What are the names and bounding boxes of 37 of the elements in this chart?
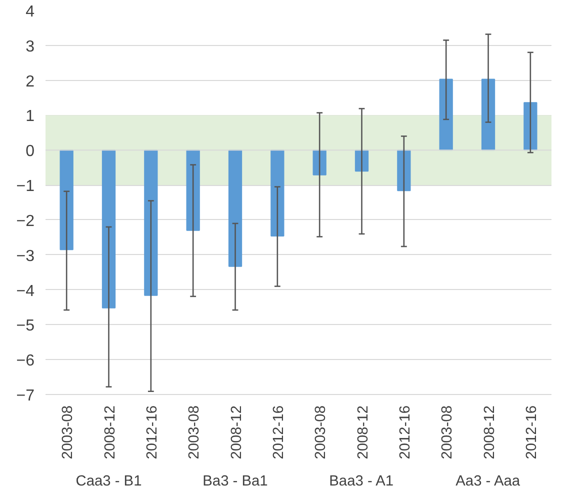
x-tick-label: 2008-12 bbox=[355, 405, 372, 460]
x-tick-label: 2008-12 bbox=[228, 405, 245, 460]
y-tick-label: 4 bbox=[26, 4, 35, 20]
bar bbox=[102, 150, 116, 308]
bar bbox=[439, 78, 453, 151]
bar bbox=[524, 102, 538, 151]
y-tick-label: −4 bbox=[16, 282, 35, 300]
text: Aa3 - Aaa bbox=[456, 474, 521, 490]
x-tick-label: 2003-08 bbox=[186, 405, 203, 460]
x-tick-label: 2008-12 bbox=[482, 405, 498, 460]
y-tick-label: −2 bbox=[16, 212, 35, 230]
bar bbox=[60, 150, 74, 250]
y-tick-label: −3 bbox=[16, 248, 35, 265]
text: Ba3 - Ba1 bbox=[202, 474, 268, 490]
x-tick-label: 2003-08 bbox=[440, 405, 456, 460]
x-tick-label: 2012-16 bbox=[524, 405, 540, 460]
y-tick-label: −5 bbox=[16, 318, 35, 335]
bar bbox=[397, 150, 411, 192]
bar bbox=[270, 150, 284, 237]
y-tick-label: −6 bbox=[16, 352, 35, 370]
bar bbox=[144, 150, 158, 296]
bar bbox=[186, 150, 200, 231]
x-tick-label: 2003-08 bbox=[313, 405, 330, 460]
x-tick-label: 2012-16 bbox=[397, 405, 414, 460]
x-tick-label: 2012-16 bbox=[270, 405, 287, 460]
x-tick-label: 2003-08 bbox=[60, 405, 76, 460]
y-tick-label: −7 bbox=[16, 388, 35, 404]
y-tick-label: 0 bbox=[26, 143, 35, 160]
x-tick-label: 2008-12 bbox=[102, 405, 118, 460]
x-tick-label: 2012-16 bbox=[144, 405, 160, 460]
y-tick-label: 2 bbox=[26, 73, 35, 90]
y-tick-label: −1 bbox=[16, 178, 35, 196]
y-tick-label: 3 bbox=[26, 38, 35, 56]
y-tick-label: 1 bbox=[26, 108, 35, 126]
text: Baa3 - A1 bbox=[329, 474, 394, 490]
bar bbox=[228, 150, 242, 267]
text: Caa3 - B1 bbox=[76, 474, 142, 490]
